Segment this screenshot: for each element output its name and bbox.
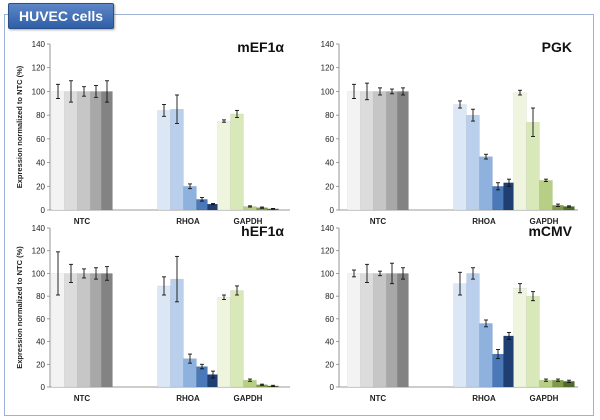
bar-gapdh-1 [217, 297, 231, 388]
y-tick-label: 20 [325, 360, 334, 369]
bar-ntc-5 [397, 273, 409, 388]
bar-rhoa-2 [466, 273, 480, 388]
bar-ntc-3 [373, 91, 387, 211]
y-tick-label: 0 [41, 383, 46, 392]
bar-rhoa-3 [479, 323, 493, 388]
y-tick-label: 0 [41, 206, 46, 215]
y-tick-label: 60 [36, 135, 45, 144]
bar-ntc-1 [347, 273, 361, 388]
bar-ntc-4 [386, 273, 398, 388]
bar-rhoa-3 [183, 186, 197, 211]
y-tick-label: 20 [325, 182, 334, 191]
bar-ntc-5 [101, 91, 113, 211]
bar-rhoa-2 [466, 114, 480, 211]
bar-gapdh-2 [230, 290, 244, 388]
y-tick-label: 100 [321, 87, 335, 96]
bar-gapdh-2 [526, 295, 540, 388]
bar-ntc-4 [90, 91, 102, 211]
y-tick-label: 100 [32, 269, 46, 278]
chart-panel-1: 0 20 40 60 80 100 120 140 Expression normalized … [15, 39, 290, 226]
y-tick-label: 80 [36, 111, 45, 120]
banner-label: HUVEC cells [8, 3, 115, 29]
y-tick-label: 120 [32, 64, 46, 73]
category-label-gapdh: GAPDH [530, 217, 559, 226]
bar-gapdh-1 [217, 120, 231, 211]
bar-rhoa-3 [479, 156, 493, 211]
bar-ntc-2 [64, 91, 78, 211]
bar-ntc-2 [360, 91, 374, 211]
y-tick-label: 80 [36, 292, 45, 301]
y-tick-label: 0 [330, 206, 335, 215]
category-label-rhoa: RHOA [472, 217, 496, 226]
bar-ntc-1 [51, 91, 65, 211]
category-label-gapdh: GAPDH [234, 217, 263, 226]
chart-panel-4: 0 20 40 60 80 100 120 140 NTC RHOA GAPDH mCMV [321, 223, 578, 403]
y-tick-label: 120 [32, 247, 46, 256]
bar-ntc-3 [373, 273, 387, 388]
y-tick-label: 120 [321, 64, 335, 73]
category-label-rhoa: RHOA [472, 394, 496, 403]
bar-rhoa-5 [503, 182, 515, 211]
panel-title: PGK [542, 39, 572, 55]
panel-title: mCMV [528, 223, 572, 239]
y-tick-label: 100 [321, 269, 335, 278]
category-label-ntc: NTC [370, 394, 387, 403]
category-label-gapdh: GAPDH [530, 394, 559, 403]
y-tick-label: 40 [36, 159, 45, 168]
bar-ntc-2 [64, 273, 78, 388]
bar-gapdh-1 [513, 287, 527, 388]
bar-ntc-5 [101, 273, 113, 388]
bar-gapdh-3 [539, 180, 553, 211]
y-tick-label: 40 [325, 338, 334, 347]
y-tick-label: 120 [321, 247, 335, 256]
y-tick-label: 60 [36, 315, 45, 324]
panel-title: hEF1α [241, 223, 284, 239]
bar-ntc-4 [90, 273, 102, 388]
y-tick-label: 80 [325, 111, 334, 120]
y-tick-label: 20 [36, 360, 45, 369]
y-tick-label: 100 [32, 87, 46, 96]
bar-rhoa-1 [453, 104, 467, 211]
y-tick-label: 20 [36, 182, 45, 191]
bar-rhoa-1 [157, 110, 171, 211]
panel-title: mEF1α [237, 39, 284, 55]
bar-ntc-4 [386, 91, 398, 211]
y-tick-label: 0 [330, 383, 335, 392]
y-tick-label: 140 [32, 40, 46, 49]
bar-rhoa-1 [453, 283, 467, 388]
y-tick-label: 40 [36, 338, 45, 347]
y-tick-label: 80 [325, 292, 334, 301]
category-label-rhoa: RHOA [176, 394, 200, 403]
y-tick-label: 140 [321, 40, 335, 49]
y-tick-label: 60 [325, 315, 334, 324]
category-label-gapdh: GAPDH [234, 394, 263, 403]
bar-rhoa-4 [196, 366, 208, 388]
bar-ntc-1 [347, 91, 361, 211]
category-label-rhoa: RHOA [176, 217, 200, 226]
bar-rhoa-1 [157, 285, 171, 388]
bar-gapdh-2 [230, 113, 244, 211]
chart-panel-2: 0 20 40 60 80 100 120 140 NTC RHOA GAPDH PGK [321, 39, 578, 226]
bar-ntc-5 [397, 91, 409, 211]
bar-gapdh-1 [513, 92, 527, 211]
bar-rhoa-5 [503, 335, 515, 388]
bar-ntc-3 [77, 91, 91, 211]
y-tick-label: 60 [325, 135, 334, 144]
bar-ntc-3 [77, 273, 91, 388]
chart-panel-3: 0 20 40 60 80 100 120 140 Expression normalized … [15, 223, 290, 403]
category-label-ntc: NTC [74, 217, 91, 226]
y-tick-label: 140 [321, 224, 335, 233]
y-axis-label: Expression normalized to NTC (%) [15, 65, 24, 188]
bar-ntc-2 [360, 273, 374, 388]
y-tick-label: 140 [32, 224, 46, 233]
y-axis-label: Expression normalized to NTC (%) [15, 246, 24, 369]
y-tick-label: 40 [325, 159, 334, 168]
category-label-ntc: NTC [74, 394, 91, 403]
bar-rhoa-2 [170, 108, 184, 211]
category-label-ntc: NTC [370, 217, 387, 226]
